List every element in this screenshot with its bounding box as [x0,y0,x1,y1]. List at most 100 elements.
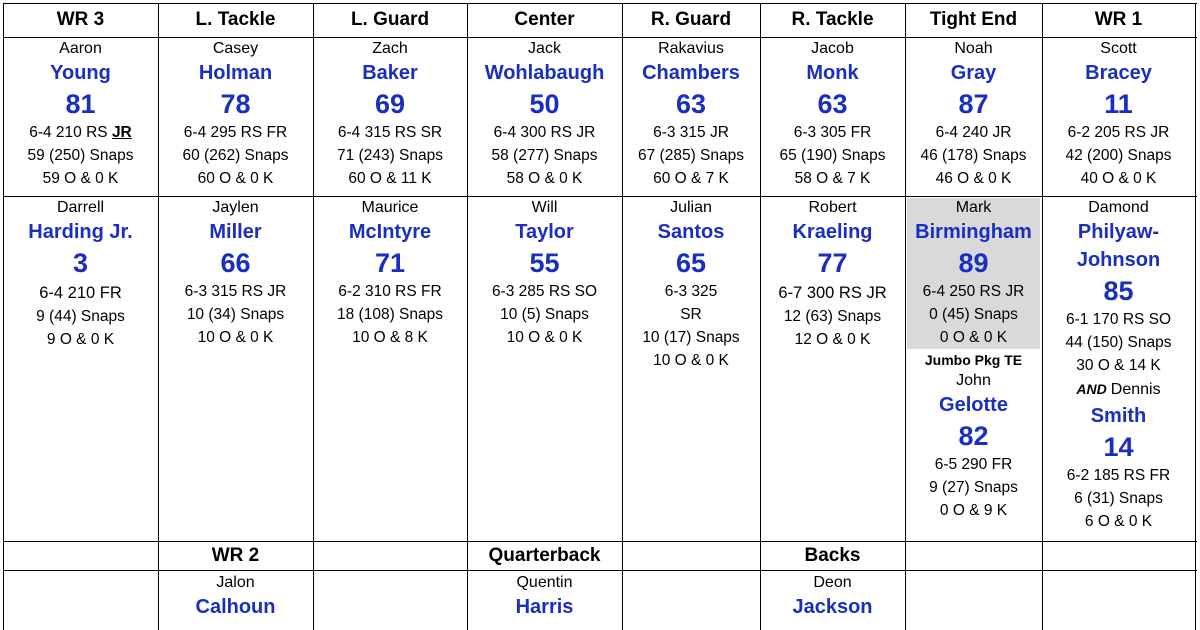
snap-count: 46 (178) Snaps [920,147,1027,164]
offense-kick-snaps: 10 O & 0 K [506,329,583,346]
player-last-name: McIntyre [348,221,432,243]
player-last-name: Baker [362,62,418,84]
jersey-number: 71 [374,248,406,278]
header-wr2: WR 2 [211,545,260,566]
snap-count: 18 (108) Snaps [337,306,443,323]
player-measurables: 6-2 205 RS JR [1067,124,1170,141]
player-measurables: 6-1 170 RS SO [1065,311,1172,328]
player-measurables: 6-3 305 FR [793,124,872,141]
player-measurables: 6-4 210 RS JR [3,121,158,144]
snap-count: 58 (277) Snaps [491,147,598,164]
class-year: JR [111,124,132,141]
player-first-name: Quentin [516,574,573,591]
player-first-name: Robert [808,199,857,216]
player-measurables: 6-4 300 RS JR [493,124,596,141]
player-first-name: Noah [954,40,993,57]
jersey-number: 78 [220,89,251,119]
snap-count: 44 (150) Snaps [1065,334,1172,351]
jersey-number: 14 [1103,432,1134,462]
class-year: SR [680,306,702,323]
jersey-number: 85 [1103,276,1134,306]
snap-count: 65 (190) Snaps [779,147,886,164]
snap-count: 6 (31) Snaps [1074,490,1163,507]
offense-kick-snaps: 0 O & 9 K [939,502,1008,519]
snap-count: 59 (250) Snaps [27,147,134,164]
offense-kick-snaps: 40 O & 0 K [1080,170,1157,187]
player-card-lt-starter: Casey Holman 78 6-4 295 RS FR 60 (262) S… [158,39,313,196]
player-last-name: Gray [950,62,997,84]
player-card-wr1-starter: Scott Bracey 11 6-2 205 RS JR 42 (200) S… [1042,39,1195,196]
player-last-name: Birmingham [915,221,1032,243]
offense-kick-snaps: 9 O & 0 K [46,331,115,348]
snap-count: 71 (243) Snaps [337,147,443,164]
player-measurables: 6-4 315 RS SR [337,124,443,141]
player-last-name: Calhoun [195,596,276,618]
player-last-name: Santos [657,221,725,243]
jumbo-package-label: Jumbo Pkg TE [924,352,1023,368]
snap-count: 42 (200) Snaps [1065,147,1172,164]
header-right-tackle: R. Tackle [791,9,874,30]
offense-kick-snaps: 12 O & 0 K [794,331,871,348]
offense-kick-snaps: 58 O & 0 K [506,170,583,187]
player-measurables: 6-7 300 RS JR [778,284,887,302]
highlighted-player-block: Mark Birmingham 89 6-4 250 RS JR 0 (45) … [907,198,1040,349]
header-center: Center [514,9,575,30]
snap-count: 10 (17) Snaps [642,329,740,346]
player-card-wr3-starter: Aaron Young 81 6-4 210 RS JR 59 (250) Sn… [3,39,158,196]
player-first-name: Damond [1088,199,1149,216]
player-card-center-backup: Will Taylor 55 6-3 285 RS SO 10 (5) Snap… [467,198,622,541]
and-label: AND [1076,381,1107,397]
player-first-name: Zach [372,40,408,57]
player-measurables: 6-4 295 RS FR [183,124,288,141]
header-wr1: WR 1 [1094,9,1143,30]
snap-count: 12 (63) Snaps [783,308,882,325]
jersey-number: 81 [65,89,96,119]
player-last-name: Harding Jr. [28,221,133,243]
header-tight-end: Tight End [929,9,1018,30]
player-first-name: Jaylen [212,199,259,216]
snap-count: 0 (45) Snaps [929,306,1018,323]
player-last-name: Taylor [515,221,574,243]
player-last-name: Holman [198,62,273,84]
player-measurables: 6-2 310 RS FR [338,283,442,300]
player-card-rg-starter: Rakavius Chambers 63 6-3 315 JR 67 (285)… [622,39,760,196]
player-card-rt-starter: Jacob Monk 63 6-3 305 FR 65 (190) Snaps … [760,39,905,196]
player-last-name: Young [50,62,111,84]
jersey-number: 11 [1104,89,1133,119]
player-last-name: Bracey [1085,62,1152,84]
player-card-center-starter: Jack Wohlabaugh 50 6-4 300 RS JR 58 (277… [467,39,622,196]
player-first-name: Aaron [59,40,102,57]
jersey-number: 63 [817,89,848,119]
player-card-wr2-starter: Jalon Calhoun [158,573,313,630]
player-first-name: Julian [670,199,712,216]
offense-kick-snaps: 60 O & 11 K [348,170,432,187]
player-last-name-continued: Johnson [1076,249,1161,271]
snap-count: 10 (5) Snaps [500,306,589,323]
jersey-number: 55 [529,248,560,278]
offense-kick-snaps: 60 O & 7 K [653,170,729,187]
player-last-name: Monk [806,62,859,84]
player-measurables: 6-4 210 FR [39,284,122,302]
player-first-name: Mark [955,199,992,216]
player-card-rb-starter: Deon Jackson [760,573,905,630]
player-first-name: Scott [1100,40,1137,57]
offense-kick-snaps: 0 O & 0 K [939,329,1008,346]
offense-kick-snaps: 58 O & 7 K [794,170,871,187]
player-first-name: Jalon [216,574,255,591]
player-card-lg-starter: Zach Baker 69 6-4 315 RS SR 71 (243) Sna… [313,39,467,196]
snap-count: 67 (285) Snaps [638,147,744,164]
jersey-number: 89 [958,248,989,278]
player-last-name: Smith [1090,405,1147,427]
jersey-number: 66 [220,248,251,278]
offense-kick-snaps: 30 O & 14 K [1076,357,1161,374]
player-measurables: 6-3 325 [664,283,718,300]
offense-kick-snaps: 10 O & 0 K [197,329,274,346]
player-card-wr3-backup: Darrell Harding Jr. 3 6-4 210 FR 9 (44) … [3,198,158,541]
player-first-name: Darrell [56,199,105,216]
offense-kick-snaps: 46 O & 0 K [935,170,1012,187]
player-measurables: 6-3 315 RS JR [184,283,287,300]
player-last-name: Gelotte [939,394,1008,416]
depth-chart-sheet: WR 3 L. Tackle L. Guard Center R. Guard … [3,3,1197,630]
player-measurables: 6-4 250 RS JR [922,283,1025,300]
player-last-name: Chambers [642,62,740,84]
